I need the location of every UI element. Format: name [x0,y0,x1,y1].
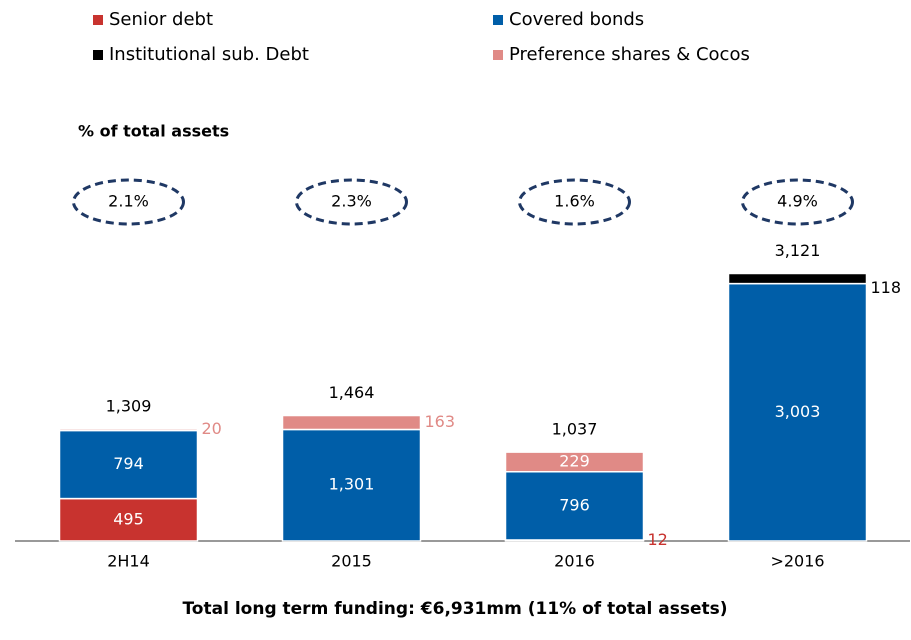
pct-oval [741,178,854,226]
legend-swatch [93,15,103,25]
bar-segment [504,470,645,541]
pct-oval [295,178,408,226]
pct-oval [72,178,185,226]
pct-label: 2.3% [331,192,372,211]
total-label: 1,464 [329,383,375,402]
bar-segment [58,428,199,432]
bar-segment [504,451,645,473]
bar-segment [727,272,868,285]
total-label: 3,121 [775,241,821,260]
segment-label: 1,301 [329,475,375,494]
legend-swatch [93,50,103,60]
chart-subtitle: % of total assets [78,122,229,141]
legend-label: Senior debt [109,9,213,30]
pct-label: 4.9% [777,192,818,211]
x-tick-label: 2H14 [107,552,150,571]
segment-label: 796 [559,495,590,514]
bar-segment [281,428,422,542]
segment-label: 495 [113,509,144,528]
segment-label: 3,003 [775,402,821,421]
pct-label: 1.6% [554,192,595,211]
x-tick-label: 2016 [554,552,595,571]
segment-label: 229 [559,451,590,470]
bar-segment [58,429,199,500]
pct-oval [518,178,631,226]
legend-swatch [493,15,503,25]
segment-label: 163 [425,412,456,431]
legend-label: Covered bonds [509,9,644,30]
pct-label: 2.1% [108,192,149,211]
bar-segment [58,497,199,542]
x-tick-label: >2016 [770,552,824,571]
segment-label: 12 [648,530,668,549]
bar-segment [281,414,422,431]
legend-label: Preference shares & Cocos [509,44,750,65]
total-label: 1,309 [106,396,152,415]
segment-label: 118 [871,278,902,297]
x-tick-label: 2015 [331,552,372,571]
segment-label: 20 [202,419,222,438]
chart-footer: Total long term funding: €6,931mm (11% o… [182,599,727,619]
legend-label: Institutional sub. Debt [109,44,309,65]
segment-label: 794 [113,454,144,473]
legend-swatch [493,50,503,60]
total-label: 1,037 [552,420,598,439]
